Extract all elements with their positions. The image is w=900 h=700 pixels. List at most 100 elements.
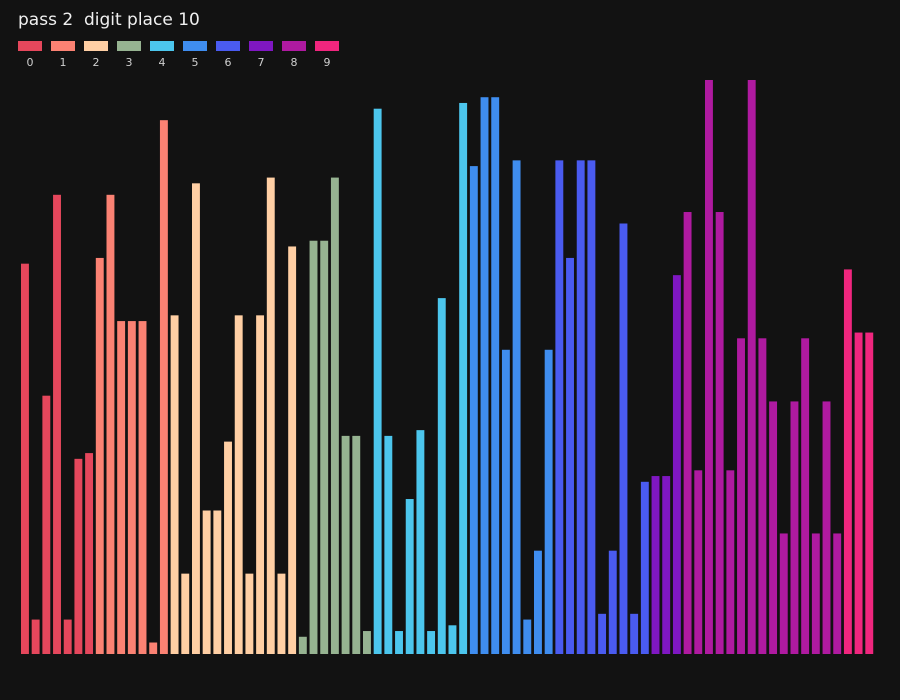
bar-digit-4 bbox=[448, 625, 457, 654]
bar-digit-3 bbox=[352, 435, 361, 654]
bar-digit-0 bbox=[74, 458, 83, 654]
legend-label: 9 bbox=[323, 56, 331, 69]
bar-digit-1 bbox=[138, 321, 147, 654]
bar-digit-4 bbox=[384, 435, 393, 654]
bar-digit-2 bbox=[288, 246, 297, 654]
bar-digit-3 bbox=[298, 636, 307, 654]
bar-digit-0 bbox=[53, 194, 61, 655]
bar-digit-5 bbox=[480, 97, 489, 655]
bar-digit-2 bbox=[192, 183, 200, 654]
bar-digit-3 bbox=[320, 240, 329, 654]
bar-digit-8 bbox=[811, 533, 820, 654]
legend-item-1: 1 bbox=[51, 41, 75, 69]
bar-digit-8 bbox=[779, 533, 788, 654]
bar-digit-4 bbox=[395, 631, 403, 654]
bar-digit-4 bbox=[373, 108, 382, 654]
bar-digit-8 bbox=[705, 80, 713, 654]
bar-digit-6 bbox=[576, 160, 585, 655]
bar-digit-6 bbox=[555, 160, 564, 655]
bar-digit-8 bbox=[758, 338, 767, 654]
bar-digit-5 bbox=[523, 619, 532, 654]
bar-digit-6 bbox=[608, 550, 617, 654]
bar-digit-2 bbox=[234, 315, 243, 654]
bar-digit-5 bbox=[469, 166, 478, 654]
bar-digit-2 bbox=[202, 510, 211, 654]
bar-digit-6 bbox=[630, 613, 639, 654]
legend-item-0: 0 bbox=[18, 41, 42, 69]
legend-label: 8 bbox=[290, 56, 298, 69]
legend-swatch bbox=[183, 41, 207, 51]
bar-digit-6 bbox=[619, 223, 628, 654]
bar-digit-3 bbox=[363, 631, 371, 654]
bar-digit-0 bbox=[42, 395, 51, 654]
bar-digit-2 bbox=[266, 177, 275, 654]
bar-digit-4 bbox=[437, 298, 446, 654]
bar-digit-8 bbox=[715, 212, 724, 654]
bar-digit-8 bbox=[822, 401, 831, 654]
bar-digit-5 bbox=[501, 349, 510, 654]
legend-swatch bbox=[84, 41, 108, 51]
legend-item-8: 8 bbox=[282, 41, 306, 69]
bar-digit-6 bbox=[587, 160, 596, 655]
bar-digit-7 bbox=[651, 476, 660, 654]
bar-digit-0 bbox=[85, 453, 94, 654]
legend-swatch bbox=[117, 41, 141, 51]
bar-digit-9 bbox=[854, 332, 863, 654]
bar-digit-1 bbox=[127, 321, 136, 654]
bar-digit-7 bbox=[662, 476, 671, 654]
bar-digit-8 bbox=[747, 80, 756, 654]
legend-label: 5 bbox=[191, 56, 199, 69]
bar-digit-5 bbox=[534, 550, 542, 654]
legend-label: 1 bbox=[59, 56, 67, 69]
bar-digit-8 bbox=[801, 338, 810, 654]
bar-digit-1 bbox=[159, 120, 168, 655]
bar-digit-2 bbox=[170, 315, 179, 654]
bar-digit-9 bbox=[865, 332, 874, 654]
bar-digit-1 bbox=[117, 321, 126, 654]
legend-item-6: 6 bbox=[216, 41, 240, 69]
bar-digit-0 bbox=[63, 619, 72, 654]
bar-digit-5 bbox=[544, 349, 553, 654]
legend-label: 4 bbox=[158, 56, 166, 69]
bar-digit-2 bbox=[245, 573, 254, 654]
bar-digit-6 bbox=[566, 257, 574, 654]
legend-item-7: 7 bbox=[249, 41, 273, 69]
legend-swatch bbox=[150, 41, 174, 51]
bar-digit-5 bbox=[512, 160, 521, 655]
legend-label: 2 bbox=[92, 56, 100, 69]
bar-digit-8 bbox=[683, 212, 692, 654]
bar-digit-9 bbox=[843, 269, 852, 654]
bar-digit-8 bbox=[737, 338, 745, 654]
bar-digit-5 bbox=[491, 97, 500, 655]
legend-swatch bbox=[249, 41, 273, 51]
bar-digit-4 bbox=[427, 631, 436, 654]
bar-digit-8 bbox=[694, 470, 703, 654]
legend-swatch bbox=[282, 41, 306, 51]
legend-item-9: 9 bbox=[315, 41, 339, 69]
legend-swatch bbox=[51, 41, 75, 51]
legend-item-4: 4 bbox=[150, 41, 174, 69]
bar-digit-2 bbox=[224, 441, 232, 654]
legend-label: 7 bbox=[257, 56, 265, 69]
legend-item-5: 5 bbox=[183, 41, 207, 69]
bar-digit-2 bbox=[213, 510, 222, 654]
legend-item-3: 3 bbox=[117, 41, 141, 69]
legend-swatch bbox=[315, 41, 339, 51]
legend-label: 0 bbox=[26, 56, 34, 69]
bar-digit-1 bbox=[149, 642, 158, 654]
bar-digit-1 bbox=[106, 194, 115, 655]
bar-digit-4 bbox=[416, 430, 425, 654]
bar-digit-2 bbox=[256, 315, 265, 654]
bar-digit-3 bbox=[341, 435, 350, 654]
bar-digit-7 bbox=[672, 275, 681, 654]
bar-digit-8 bbox=[833, 533, 842, 654]
legend-label: 3 bbox=[125, 56, 133, 69]
bar-digit-6 bbox=[640, 481, 649, 654]
bar-digit-8 bbox=[726, 470, 735, 654]
legend: 0 1 2 3 4 5 6 7 8 9 bbox=[18, 41, 348, 69]
bar-digit-3 bbox=[330, 177, 339, 654]
bar-digit-1 bbox=[95, 257, 104, 654]
chart-title: pass 2 digit place 10 bbox=[18, 10, 200, 30]
legend-label: 6 bbox=[224, 56, 232, 69]
